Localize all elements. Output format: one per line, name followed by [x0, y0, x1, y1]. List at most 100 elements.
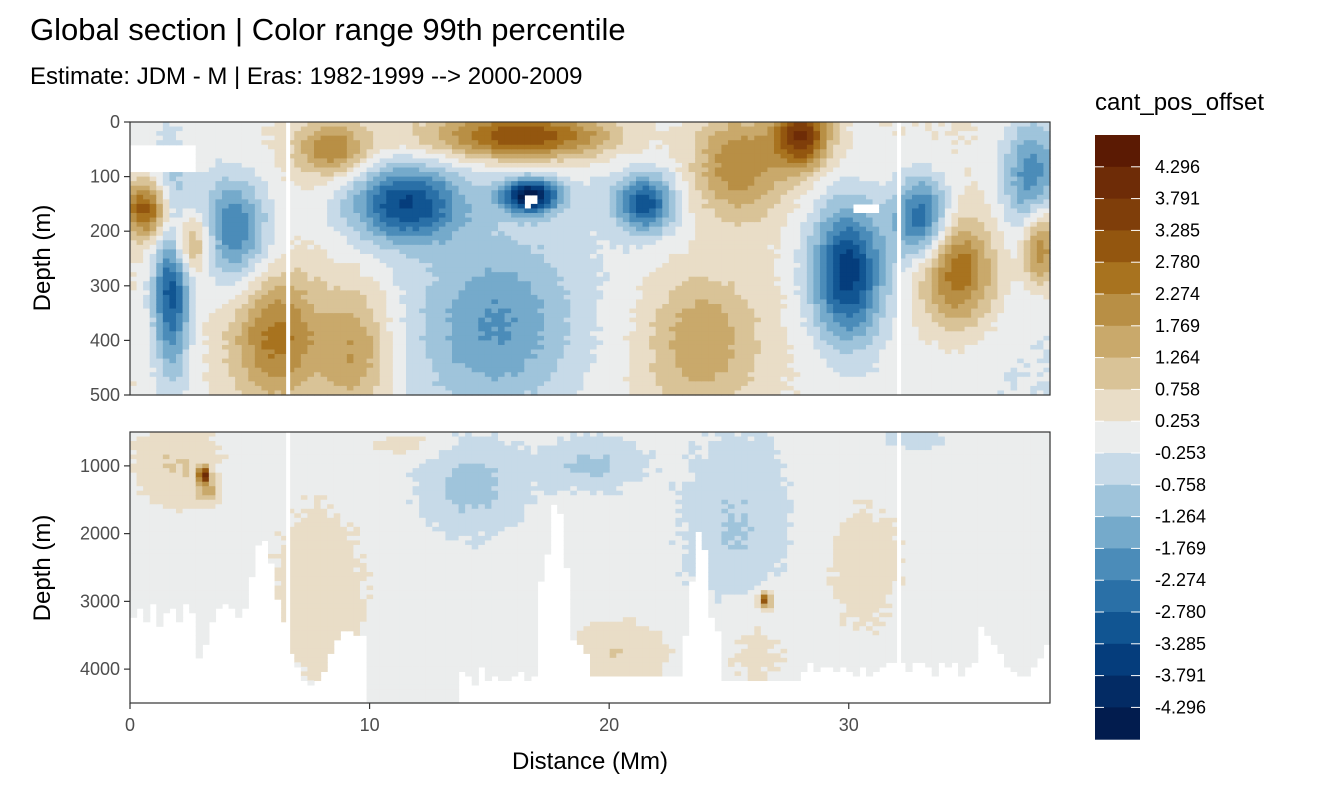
heatmap-cell [412, 363, 420, 369]
heatmap-cell [346, 385, 355, 392]
heatmap-cell [642, 376, 650, 382]
heatmap-cell [386, 172, 394, 178]
heatmap-cell [484, 363, 493, 369]
heatmap-cell [471, 203, 479, 210]
heatmap-cell [222, 354, 230, 360]
heatmap-cell [399, 131, 407, 137]
heatmap-cell [340, 203, 348, 210]
heatmap-cell [445, 281, 453, 287]
heatmap-cell [346, 308, 355, 314]
heatmap-cell [360, 385, 368, 392]
heatmap-cell [182, 322, 190, 328]
heatmap-cell [327, 181, 335, 187]
heatmap-cell [445, 294, 453, 301]
heatmap-cell [544, 176, 552, 182]
heatmap-cell [570, 372, 578, 378]
heatmap-cell [248, 203, 256, 210]
heatmap-cell [550, 335, 558, 341]
heatmap-cell [182, 240, 190, 246]
heatmap-cell [333, 390, 341, 396]
heatmap-cell [281, 153, 289, 159]
heatmap-cell [254, 213, 263, 219]
heatmap-cell [254, 381, 263, 387]
heatmap-cell [346, 390, 355, 396]
heatmap-cell [609, 203, 617, 210]
heatmap-cell [399, 244, 407, 250]
heatmap-cell [386, 213, 394, 219]
heatmap-cell [557, 122, 565, 128]
heatmap-cell [629, 367, 637, 373]
heatmap-cell [616, 181, 624, 187]
heatmap-cell [136, 203, 144, 210]
heatmap-cell [222, 153, 230, 159]
heatmap-cell [379, 144, 387, 150]
heatmap-cell [616, 276, 624, 282]
heatmap-cell [465, 299, 473, 305]
heatmap-cell [458, 144, 466, 150]
heatmap-cell [366, 299, 374, 305]
heatmap-cell [484, 372, 493, 378]
heatmap-cell [208, 290, 217, 296]
heatmap-cell [366, 194, 374, 200]
heatmap-cell [149, 263, 157, 269]
heatmap-cell [675, 135, 683, 141]
heatmap-cell [662, 358, 670, 364]
heatmap-cell [241, 194, 249, 200]
heatmap-cell [438, 240, 447, 246]
heatmap-cell [346, 140, 355, 146]
heatmap-cell [550, 258, 558, 264]
heatmap-cell [300, 358, 309, 364]
heatmap-cell [563, 304, 571, 310]
heatmap-cell [156, 354, 164, 360]
heatmap-cell [682, 144, 690, 150]
heatmap-cell [636, 340, 644, 346]
heatmap-cell [491, 335, 499, 341]
heatmap-cell [419, 235, 427, 241]
heatmap-cell [563, 363, 571, 369]
heatmap-cell [399, 326, 407, 332]
heatmap-cell [425, 131, 433, 137]
heatmap-cell [281, 354, 289, 360]
heatmap-cell [136, 244, 144, 250]
heatmap-cell [603, 240, 611, 246]
heatmap-cell [333, 381, 341, 387]
heatmap-cell [182, 126, 190, 132]
heatmap-cell [314, 263, 322, 269]
heatmap-cell [557, 267, 565, 273]
heatmap-cell [603, 263, 611, 269]
heatmap-cell [340, 226, 348, 232]
heatmap-cell [222, 126, 230, 132]
heatmap-cell [524, 272, 532, 278]
heatmap-cell [202, 276, 210, 282]
heatmap-cell [360, 249, 368, 255]
heatmap-cell [287, 281, 295, 287]
heatmap-cell [636, 122, 644, 128]
heatmap-cell [576, 153, 585, 159]
heatmap-cell [557, 281, 565, 287]
heatmap-cell [662, 217, 670, 223]
heatmap-cell [649, 226, 657, 232]
heatmap-cell [471, 313, 479, 319]
heatmap-cell [642, 135, 650, 141]
heatmap-cell [202, 363, 210, 369]
heatmap-cell [281, 372, 289, 378]
heatmap-cell [346, 267, 355, 273]
heatmap-cell [465, 272, 473, 278]
heatmap-cell [340, 308, 348, 314]
heatmap-cell [583, 308, 591, 314]
heatmap-cell [432, 308, 440, 314]
heatmap-cell [517, 358, 525, 364]
heatmap-cell [162, 385, 171, 392]
heatmap-cell [320, 272, 328, 278]
heatmap-cell [130, 290, 138, 296]
heatmap-cell [662, 249, 670, 255]
heatmap-cell [419, 244, 427, 250]
heatmap-cell [445, 317, 453, 323]
heatmap-cell [504, 162, 512, 169]
heatmap-cell [300, 304, 309, 310]
heatmap-cell [248, 344, 256, 351]
heatmap-cell [222, 290, 230, 296]
heatmap-cell [241, 185, 249, 191]
heatmap-cell [491, 194, 499, 200]
heatmap-cell [287, 231, 295, 237]
